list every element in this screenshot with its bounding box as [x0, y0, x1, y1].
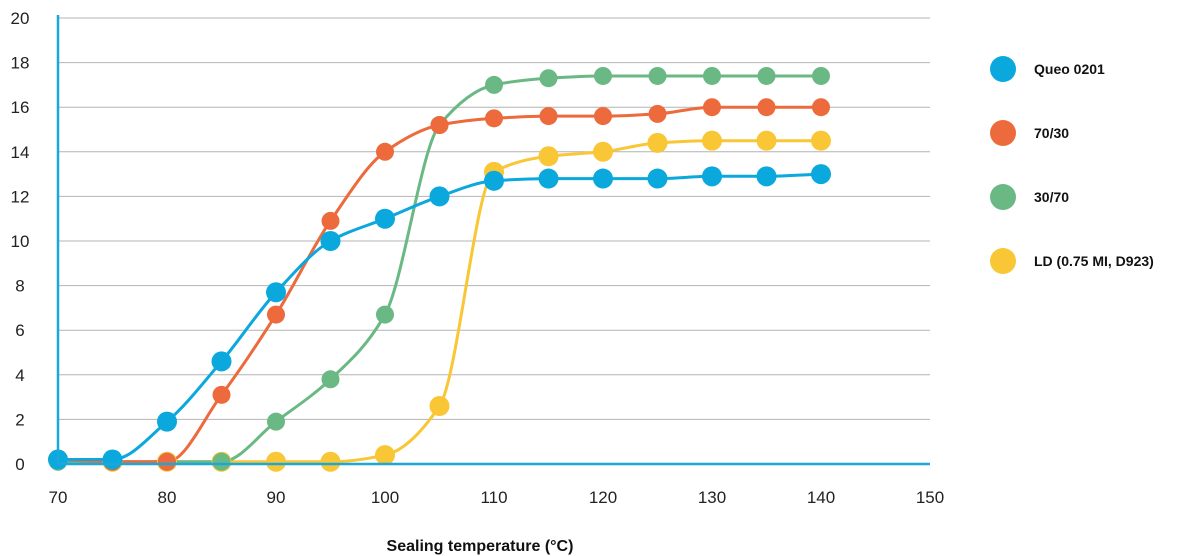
legend-swatch [990, 56, 1016, 82]
x-tick-label: 130 [698, 488, 726, 507]
data-point [321, 211, 340, 230]
data-point [757, 66, 776, 85]
legend-swatch [990, 120, 1016, 146]
legend-swatch [990, 184, 1016, 210]
data-point [376, 142, 394, 161]
data-point [593, 168, 613, 189]
data-point [485, 75, 503, 94]
data-point [812, 98, 830, 117]
data-point [647, 132, 668, 153]
data-point [430, 116, 449, 135]
legend-item: LD (0.75 MI, D923) [990, 246, 1154, 276]
series-line [58, 74, 821, 464]
data-point [429, 186, 450, 207]
legend-label: LD (0.75 MI, D923) [1034, 253, 1154, 269]
data-point [539, 107, 558, 126]
y-tick-label: 8 [15, 277, 24, 296]
legend-label: 70/30 [1034, 125, 1070, 141]
x-tick-label: 120 [589, 488, 617, 507]
data-point [375, 445, 395, 466]
data-point [756, 130, 777, 151]
y-tick-label: 14 [11, 143, 30, 162]
data-point [211, 351, 232, 372]
data-point [267, 412, 285, 431]
y-tick-label: 2 [15, 410, 24, 429]
data-point [212, 385, 231, 404]
series-points [48, 66, 831, 472]
data-point [594, 107, 612, 126]
x-tick-label: 100 [371, 488, 399, 507]
legend-label: 30/70 [1034, 189, 1070, 205]
series-line [57, 172, 822, 461]
data-point [538, 146, 559, 167]
data-point [647, 168, 668, 189]
y-tick-label: 10 [11, 232, 30, 251]
data-point [158, 452, 176, 471]
y-tick-label: 16 [11, 98, 30, 117]
data-point [756, 166, 777, 187]
y-axis-ticks: 0 2 4 6 8 10 12 14 16 18 20 [11, 9, 30, 474]
data-point [212, 452, 231, 471]
data-point [811, 130, 831, 151]
x-tick-label: 150 [916, 488, 944, 507]
data-point [648, 66, 667, 85]
x-axis-label: Sealing temperature (°C) [387, 538, 574, 555]
x-tick-label: 110 [480, 488, 507, 507]
data-point [538, 168, 559, 189]
data-point [593, 141, 613, 162]
x-tick-label: 80 [158, 488, 177, 507]
data-point [157, 411, 177, 432]
y-tick-label: 20 [11, 9, 30, 28]
grid-lines [58, 17, 930, 420]
data-point [267, 305, 285, 324]
data-point [702, 130, 722, 151]
data-point [811, 164, 831, 185]
y-tick-label: 12 [11, 187, 30, 206]
data-point [266, 282, 286, 303]
data-point [102, 449, 123, 470]
data-point [648, 104, 667, 123]
data-point [485, 109, 503, 128]
data-point [320, 231, 341, 251]
y-tick-label: 6 [15, 321, 24, 340]
y-tick-label: 4 [15, 366, 24, 385]
x-axis-ticks: 70 80 90 100 110 120 130 140 150 [49, 488, 945, 507]
data-point [703, 98, 721, 117]
x-tick-label: 90 [267, 488, 286, 507]
legend-item: 70/30 [990, 118, 1069, 148]
data-point [703, 66, 721, 85]
legend-label: Queo 0201 [1034, 61, 1105, 77]
data-point [321, 370, 340, 389]
y-tick-label: 0 [15, 455, 24, 474]
data-point [375, 208, 395, 229]
data-point [376, 305, 394, 324]
legend-item: 30/70 [990, 182, 1069, 212]
data-point [320, 451, 341, 472]
data-point [702, 166, 722, 187]
x-tick-label: 140 [807, 488, 835, 507]
data-point [484, 170, 504, 191]
data-point [812, 66, 830, 85]
data-point [429, 396, 450, 417]
data-point [757, 98, 776, 117]
series-lines [57, 74, 822, 464]
y-tick-label: 18 [11, 54, 30, 73]
data-point [539, 69, 558, 88]
data-point [266, 451, 286, 472]
series-line [57, 105, 821, 464]
legend-swatch [990, 248, 1016, 274]
data-point [594, 66, 612, 85]
x-tick-label: 70 [49, 488, 68, 507]
legend-item: Queo 0201 [990, 54, 1105, 84]
